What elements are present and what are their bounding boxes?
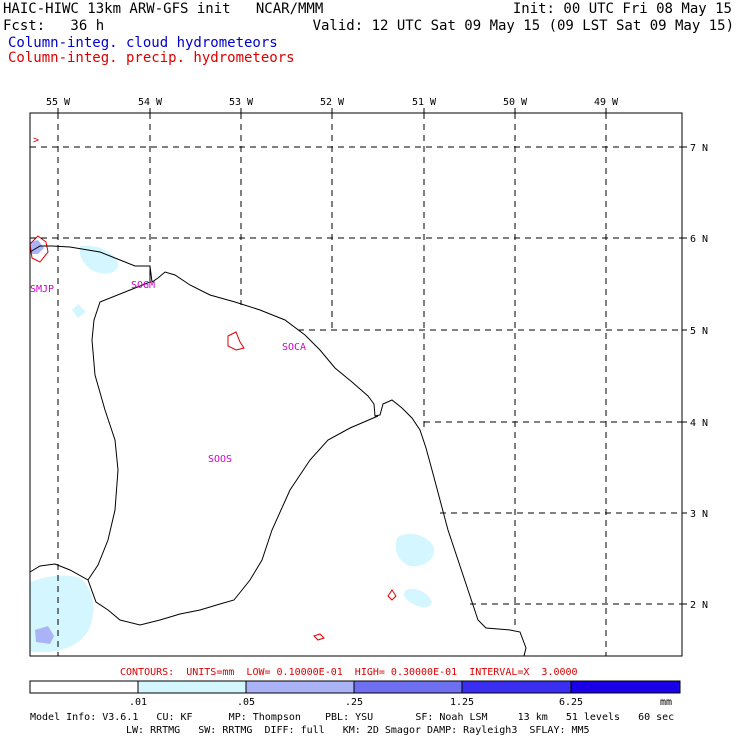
- lon-label: 52 W: [320, 97, 345, 108]
- precip-contours: [29, 235, 397, 641]
- colorbar-tick: 6.25: [559, 697, 583, 708]
- colorbar-bin: [461, 680, 572, 694]
- colorbar-bin: [353, 680, 463, 694]
- frame-ticks: [57, 108, 687, 605]
- field-label-cloud: Column-integ. cloud hydrometeors: [8, 35, 278, 51]
- colorbar-bin: [245, 680, 355, 694]
- lon-label: 55 W: [46, 97, 71, 108]
- colorbar-tick: .01: [129, 697, 147, 708]
- lon-label: 49 W: [594, 97, 619, 108]
- station-labels: SMJP SOGM SOCA SOOS: [30, 280, 306, 465]
- colorbar-bin: [137, 680, 247, 694]
- lon-label: 54 W: [138, 97, 163, 108]
- colorbar: [29, 680, 681, 694]
- field-label-precip: Column-integ. precip. hydrometeors: [8, 50, 295, 66]
- coastline-boundaries: [29, 245, 527, 657]
- contours-info: CONTOURS: UNITS=mm LOW= 0.10000E-01 HIGH…: [120, 667, 578, 678]
- station-label-soos: SOOS: [208, 454, 232, 465]
- lat-label: 5 N: [690, 326, 708, 337]
- valid-time: Valid: 12 UTC Sat 09 May 15 (09 LST Sat …: [312, 18, 734, 34]
- lat-label: 4 N: [690, 418, 708, 429]
- corner-mark: >: [33, 135, 39, 146]
- init-time: Init: 00 UTC Fri 08 May 15: [512, 1, 732, 17]
- lat-label: 6 N: [690, 234, 708, 245]
- colorbar-bin: [29, 680, 139, 694]
- model-info-line2: LW: RRTMG SW: RRTMG DIFF: full KM: 2D Sm…: [126, 725, 590, 736]
- colorbar-tick: .05: [237, 697, 255, 708]
- forecast-hour: Fcst: 36 h: [3, 18, 105, 34]
- lat-labels: 7 N 6 N 5 N 4 N 3 N 2 N: [690, 143, 708, 611]
- lon-labels: 55 W 54 W 53 W 52 W 51 W 50 W 49 W: [46, 97, 619, 108]
- cloud-hydrometeor-fill: [30, 245, 435, 652]
- lon-label: 53 W: [229, 97, 254, 108]
- station-label-smjp: SMJP: [30, 284, 54, 295]
- station-label-sogm: SOGM: [131, 280, 155, 291]
- lon-label: 50 W: [503, 97, 528, 108]
- station-label-soca: SOCA: [282, 342, 306, 353]
- lat-label: 3 N: [690, 509, 708, 520]
- model-info-line1: Model Info: V3.6.1 CU: KF MP: Thompson P…: [30, 712, 675, 723]
- colorbar-bin: [570, 680, 681, 694]
- colorbar-ticks: .01 .05 .25 1.25 6.25 mm: [129, 697, 672, 708]
- colorbar-tick: 1.25: [450, 697, 474, 708]
- colorbar-unit: mm: [660, 697, 672, 708]
- lat-lon-grid: [30, 113, 682, 656]
- lat-label: 7 N: [690, 143, 708, 154]
- colorbar-tick: .25: [345, 697, 363, 708]
- lat-label: 2 N: [690, 600, 708, 611]
- cloud-hydrometeor-fill-level2: [30, 240, 54, 644]
- lon-label: 51 W: [412, 97, 437, 108]
- plot-title: HAIC-HIWC 13km ARW-GFS init NCAR/MMM: [3, 1, 324, 17]
- map-frame: [29, 112, 683, 657]
